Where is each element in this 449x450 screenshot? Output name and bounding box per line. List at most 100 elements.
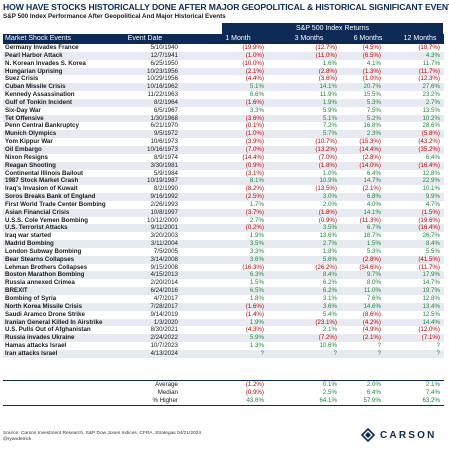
return-3-months: 1.0% [322, 169, 337, 177]
return-1-month: (1.0%) [245, 51, 264, 59]
return-12-months: 12.8% [422, 295, 440, 302]
return-1-month: 2.7% [249, 216, 264, 224]
table-row: Asian Financial Crisis 10/8/1997 (3.7%) (1.… [3, 208, 444, 217]
return-12-months: 10.2% [422, 114, 440, 122]
summary-table: Average (1.2%) 0.1% 2.0% 2.1% Median (0.9%) 2.5… [3, 381, 444, 405]
return-6-months: (1.0%) [362, 75, 381, 83]
carson-logo: CARSON [361, 426, 445, 446]
event-date: 8/2/1964 [153, 98, 178, 106]
event-date: 10/12/2000 [147, 216, 178, 224]
return-12-months: 27.6% [422, 83, 440, 91]
return-12-months: (43.2%) [418, 138, 440, 146]
event-name: BREXIT [5, 287, 28, 295]
event-date: 3/30/1981 [150, 161, 178, 169]
event-name: Saudi Aramco Drone Strike [5, 310, 85, 318]
return-6-months: 4.0% [366, 200, 381, 208]
return-3-months: 2.7% [322, 240, 337, 248]
event-name: Soros Breaks Bank of England [5, 193, 96, 201]
summary-1-month: (1.2%) [245, 381, 264, 388]
return-1-month: ? [260, 349, 264, 357]
return-6-months: (4.9%) [362, 326, 381, 334]
return-6-months: (2.8%) [362, 153, 381, 161]
return-3-months: 11.9% [319, 91, 337, 99]
summary-12-months: 63.2% [422, 397, 440, 404]
event-date: 6/25/1950 [150, 59, 178, 67]
header-3-months: 3 Months [294, 35, 324, 42]
table-row: Kennedy Assassination 11/22/1963 6.6% 11.9%… [3, 91, 444, 99]
return-1-month: (2.1%) [245, 67, 264, 75]
event-date: 10/29/1956 [147, 75, 178, 83]
event-name: 1987 Stock Market Crash [5, 177, 79, 185]
header-6-months: 6 Months [353, 35, 383, 42]
event-date: 2/26/1993 [150, 200, 178, 208]
event-date: 10/8/1997 [150, 208, 178, 216]
return-1-month: 5.1% [249, 83, 264, 91]
return-3-months: (12.7%) [315, 44, 337, 51]
return-12-months: 5.5% [425, 247, 440, 255]
table-row: Iraq's Invasion of Kuwait 8/2/1990 (8.2%) (… [3, 185, 444, 193]
return-1-month: 1.5% [249, 279, 264, 287]
return-1-month: 3.3% [249, 247, 264, 255]
summary-3-months: 64.1% [319, 397, 337, 404]
event-date: 10/19/1987 [147, 177, 178, 185]
return-3-months: 14.1% [319, 83, 337, 91]
return-1-month: (1.6%) [245, 302, 264, 310]
return-3-months: (1.8%) [318, 208, 337, 216]
event-name: Hungarian Uprising [5, 67, 63, 75]
return-12-months: (12.0%) [418, 326, 440, 334]
event-name: Reagan Shooting [5, 161, 56, 169]
return-3-months: 3.5% [322, 224, 337, 232]
return-6-months: 14.7% [363, 177, 381, 185]
event-date: 8/30/2021 [150, 326, 178, 334]
event-name: U.S. Pulls Out of Afghanistan [5, 326, 91, 334]
return-1-month: 6.5% [249, 287, 264, 295]
return-6-months: 7.6% [366, 295, 381, 302]
event-date: 2/24/2022 [150, 334, 178, 342]
return-6-months: 5.3% [366, 98, 381, 106]
return-12-months: 4.7% [425, 200, 440, 208]
event-date: 10/7/2023 [150, 342, 178, 350]
event-date: 6/21/1970 [150, 122, 178, 130]
return-6-months: 8.0% [366, 279, 381, 287]
table-row: Munich Olympics 9/5/1972 (1.0%) 5.7% 2.3% (5.… [3, 130, 444, 139]
return-12-months: (1.5%) [421, 208, 440, 216]
return-6-months: 14.6% [363, 302, 381, 310]
return-1-month: 8.1% [249, 177, 264, 185]
return-3-months: (13.2%) [315, 145, 337, 153]
return-3-months: 2.0% [322, 200, 337, 208]
carson-logo-text: CARSON [380, 430, 437, 441]
return-3-months: 1.9% [322, 98, 337, 106]
return-6-months: 11.0% [363, 287, 381, 295]
return-1-month: 6.6% [249, 91, 264, 99]
event-date: 3/11/2004 [150, 240, 178, 248]
table-row: BREXIT 6/24/2016 6.5% 6.2% 11.0% 19.7% [3, 287, 444, 295]
event-name: Bombing of Syria [5, 295, 57, 302]
table-row: 1987 Stock Market Crash 10/19/1987 8.1% 10.… [3, 177, 444, 186]
table-header: Market Shock Events Event Date 1 Month 3… [3, 34, 444, 44]
event-name: Russia invades Ukraine [5, 334, 75, 342]
return-3-months: 8.4% [322, 271, 337, 279]
return-6-months: ? [377, 349, 381, 357]
table-row: U.S. Terrorist Attacks 9/11/2001 (0.2%) 3.5… [3, 224, 444, 233]
event-date: 8/9/1974 [153, 153, 178, 161]
table-row: Tet Offensive 1/30/1968 (3.6%) 5.1% 5.2% 10.2… [3, 114, 444, 123]
return-6-months: 14.1% [363, 208, 381, 216]
table-row: Iraq war started 3/20/2003 1.9% 13.6% 18.7% 2… [3, 232, 444, 240]
return-1-month: (0.9%) [245, 161, 264, 169]
table-row: Cuban Missile Crisis 10/16/1962 5.1% 14.1% 2… [3, 83, 444, 92]
table-row: Bear Stearns Collapses 3/14/2008 3.6% 5.6% (… [3, 255, 444, 264]
header-1-month: 1 Month [225, 35, 251, 42]
return-1-month: (16.3%) [242, 263, 264, 271]
table-row: Germany Invades France 5/10/1940 (19.9%) (1… [3, 44, 444, 52]
return-3-months: 5.9% [322, 106, 337, 114]
header-event: Market Shock Events [5, 35, 72, 42]
table-row: North Korea Missile Crisis 7/28/2017 (1.6%… [3, 302, 444, 311]
return-12-months: 12.5% [422, 310, 440, 318]
table-row: Hungarian Uprising 10/23/1956 (2.1%) (2.8%)… [3, 67, 444, 76]
return-6-months: (4.2%) [362, 318, 381, 326]
return-6-months: (1.3%) [362, 67, 381, 75]
return-3-months: ? [333, 349, 337, 357]
summary-6-months: 6.4% [366, 389, 381, 396]
event-date: 2/20/2014 [150, 279, 178, 287]
event-date: 4/7/2017 [153, 295, 178, 302]
